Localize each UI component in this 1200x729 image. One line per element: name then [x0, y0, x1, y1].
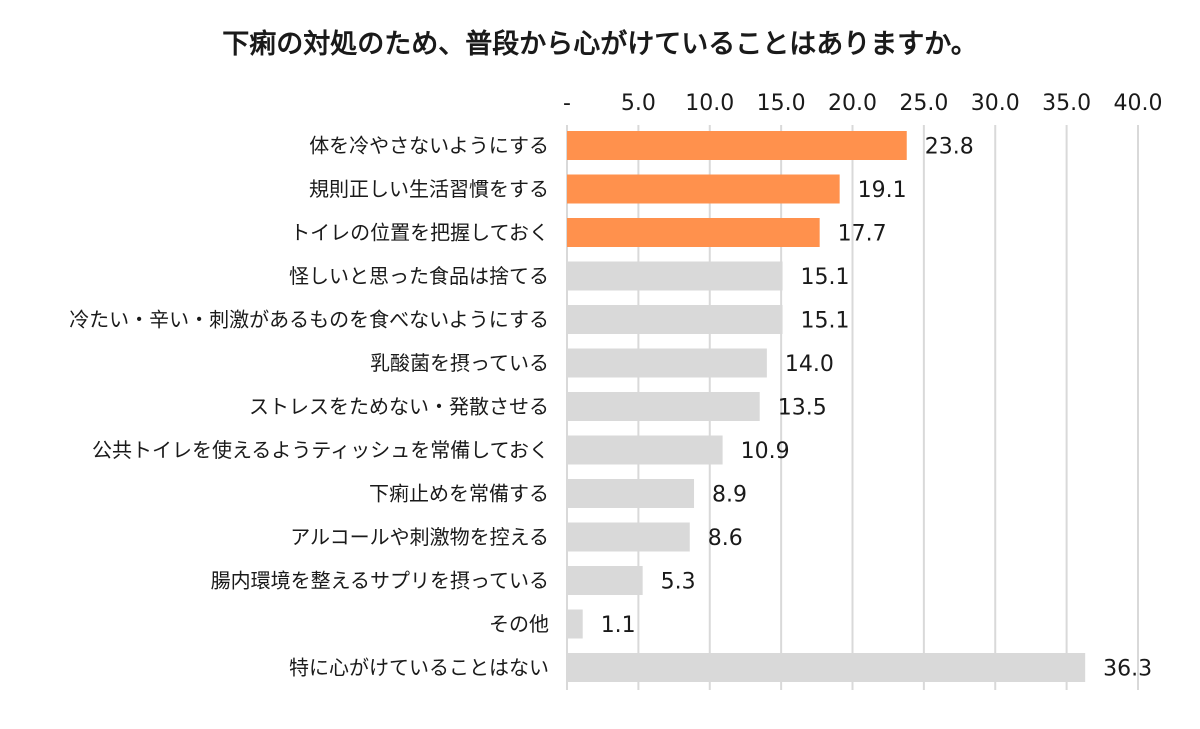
- bar: [567, 261, 783, 291]
- bar: [567, 566, 643, 595]
- value-labels: 23.8 19.1 17.7 15.1 15.1 14.0 13.5 10.9 8.9 8.6 5.…: [601, 135, 1152, 682]
- category-label: その他: [489, 612, 549, 636]
- bar-highlighted: [567, 131, 907, 160]
- data-label: 17.7: [838, 222, 887, 247]
- bar: [567, 305, 783, 334]
- category-label: 体を冷やさないようにする: [309, 134, 549, 158]
- data-label: 14.0: [785, 352, 834, 377]
- category-label: トイレの位置を把握しておく: [290, 221, 549, 245]
- x-tick-label: 40.0: [1114, 91, 1163, 116]
- category-label: 特に心がけていることはない: [289, 656, 549, 680]
- category-label: 下痢止めを常備する: [369, 482, 549, 506]
- data-label: 5.3: [661, 570, 696, 595]
- data-label: 23.8: [925, 135, 974, 160]
- bar: [567, 653, 1086, 682]
- category-label: 冷たい・辛い・刺激があるものを食べないようにする: [69, 308, 549, 332]
- category-label: アルコールや刺激物を控える: [290, 525, 549, 549]
- category-label: 腸内環境を整えるサプリを摂っている: [211, 569, 549, 593]
- data-label: 36.3: [1103, 657, 1152, 682]
- bars: [567, 131, 1086, 682]
- data-label: 15.1: [801, 265, 850, 290]
- bar: [567, 392, 760, 421]
- category-label: ストレスをためない・発散させる: [249, 395, 549, 419]
- category-label: 規則正しい生活習慣をする: [309, 177, 549, 201]
- category-labels: 体を冷やさないようにする規則正しい生活習慣をするトイレの位置を把握しておく怪しい…: [69, 134, 549, 680]
- x-tick-label: 25.0: [899, 91, 948, 116]
- bar: [567, 348, 767, 378]
- x-tick-label: 30.0: [971, 91, 1020, 116]
- x-tick-label: 35.0: [1042, 91, 1091, 116]
- chart-title: 下痢の対処のため、普段から心がけていることはありますか。: [222, 28, 977, 60]
- bar-highlighted: [567, 174, 840, 204]
- data-label: 8.6: [708, 526, 743, 551]
- x-tick-label: 10.0: [685, 91, 734, 116]
- data-label: 13.5: [778, 396, 827, 421]
- bar: [567, 522, 690, 552]
- x-tick-label: 5.0: [621, 91, 656, 116]
- x-tick-label: 15.0: [757, 91, 806, 116]
- bar: [567, 609, 583, 639]
- category-label: 乳酸菌を摂っている: [370, 351, 549, 375]
- data-label: 10.9: [741, 439, 790, 464]
- bar: [567, 479, 695, 508]
- data-label: 19.1: [858, 178, 907, 203]
- x-tick-label: 20.0: [828, 91, 877, 116]
- data-label: 1.1: [601, 613, 636, 638]
- data-label: 15.1: [801, 309, 850, 334]
- bar-highlighted: [567, 218, 820, 247]
- bar: [567, 435, 723, 465]
- category-label: 怪しいと思った食品は捨てる: [289, 264, 549, 288]
- category-label: 公共トイレを使えるようティッシュを常備しておく: [92, 438, 549, 462]
- x-tick-label: -: [563, 91, 571, 116]
- x-axis-ticks: - 5.0 10.0 15.0 20.0 25.0 30.0 35.0 40.0: [563, 91, 1162, 116]
- data-label: 8.9: [712, 483, 747, 508]
